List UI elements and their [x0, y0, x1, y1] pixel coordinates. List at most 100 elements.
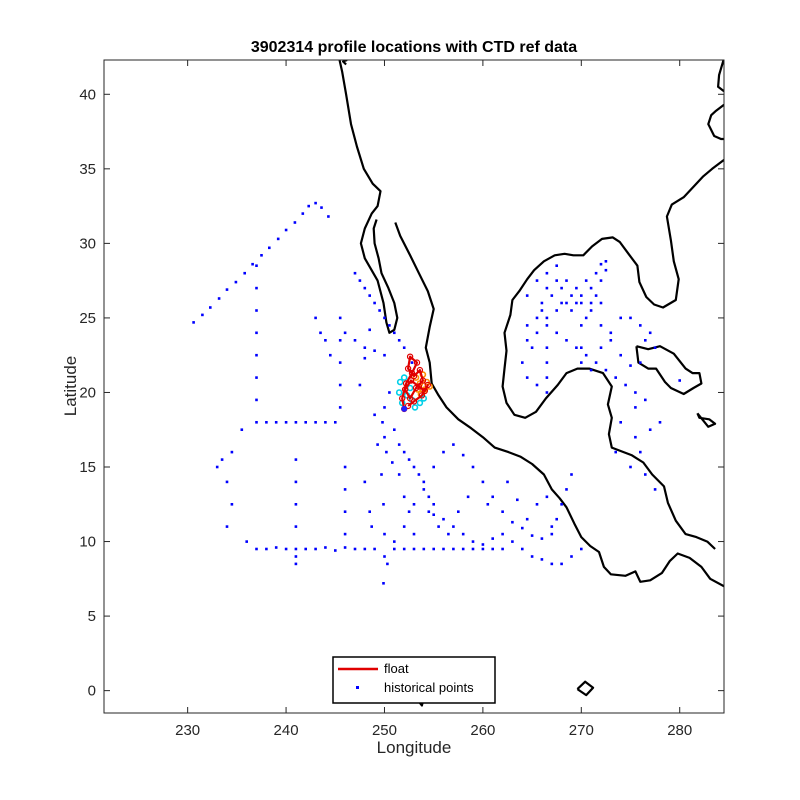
historical-point [550, 525, 554, 528]
historical-point [314, 316, 317, 320]
historical-point [363, 356, 367, 360]
historical-point [491, 547, 494, 551]
x-axis-label: Longitude [377, 738, 452, 757]
historical-point [594, 294, 598, 297]
historical-point [545, 286, 549, 290]
historical-point [368, 328, 371, 332]
historical-point [432, 513, 435, 516]
historical-point [575, 286, 578, 290]
historical-point [358, 383, 362, 387]
historical-point [427, 495, 431, 499]
historical-point [466, 495, 470, 499]
coastline-1 [394, 222, 724, 588]
historical-point [383, 316, 386, 320]
historical-point [230, 450, 234, 454]
y-tick-label: 30 [79, 235, 96, 252]
historical-point [599, 324, 603, 327]
historical-point [255, 286, 258, 290]
historical-point [644, 473, 647, 476]
historical-point [402, 525, 406, 528]
historical-point [491, 537, 494, 540]
historical-point [304, 547, 307, 551]
x-tick-label: 270 [569, 722, 594, 739]
historical-point [629, 316, 632, 320]
historical-point [255, 398, 258, 402]
historical-point [530, 555, 534, 558]
historical-point [376, 443, 379, 446]
historical-point [521, 526, 524, 530]
historical-point [260, 254, 263, 257]
historical-point [545, 271, 549, 275]
coastline-2 [501, 159, 724, 550]
historical-point [614, 376, 617, 379]
historical-point [644, 398, 647, 402]
historical-point [343, 488, 347, 491]
historical-point [225, 525, 229, 528]
float-profile-marker [407, 377, 415, 384]
historical-point [545, 391, 549, 394]
historical-point [639, 450, 642, 454]
historical-point [540, 558, 544, 561]
historical-point [338, 383, 342, 387]
historical-point [555, 517, 558, 521]
historical-point [565, 488, 568, 491]
legend-historical-swatch [356, 686, 359, 689]
historical-point [378, 309, 381, 312]
ctd-reference-point [416, 399, 424, 407]
historical-point [393, 540, 396, 543]
historical-point [461, 547, 465, 551]
historical-point [380, 473, 383, 476]
historical-point [338, 361, 342, 364]
y-tick-label: 25 [79, 310, 96, 327]
historical-point [506, 480, 509, 484]
historical-point [491, 495, 494, 499]
historical-point [397, 339, 401, 342]
historical-point [584, 279, 588, 282]
historical-point [324, 421, 327, 424]
historical-point [457, 510, 460, 513]
historical-point [481, 480, 485, 484]
historical-point [397, 443, 401, 446]
historical-point [427, 510, 431, 513]
y-tick-label: 0 [88, 683, 96, 700]
historical-point [301, 212, 305, 215]
historical-point [501, 547, 504, 551]
historical-point [481, 543, 485, 546]
historical-point [565, 301, 568, 305]
historical-point [343, 331, 347, 335]
historical-point [540, 309, 544, 312]
historical-point [327, 215, 330, 218]
historical-point [447, 532, 450, 536]
historical-point [580, 346, 583, 349]
historical-point [265, 421, 268, 424]
historical-point [268, 246, 271, 250]
historical-point [442, 547, 445, 551]
historical-point [284, 228, 288, 232]
historical-point [388, 324, 391, 327]
historical-point [629, 364, 632, 367]
historical-point [417, 473, 421, 476]
historical-point [570, 555, 573, 558]
historical-point [555, 279, 558, 282]
historical-point [653, 346, 657, 349]
historical-point [338, 406, 342, 409]
historical-point [530, 346, 534, 349]
historical-point [461, 453, 465, 457]
historical-point [294, 547, 298, 551]
historical-point [251, 262, 254, 266]
historical-point [599, 346, 603, 349]
historical-point [338, 339, 342, 342]
historical-point [382, 503, 385, 506]
float-profile-marker [410, 372, 418, 380]
ctd-reference-point [396, 378, 404, 386]
historical-point [319, 331, 322, 335]
y-tick-label: 20 [79, 384, 96, 401]
historical-point [634, 391, 637, 394]
historical-point [314, 547, 317, 551]
historical-point [363, 480, 367, 484]
historical-point [560, 562, 563, 566]
historical-point [373, 301, 376, 305]
y-tick-label: 35 [79, 161, 96, 178]
historical-point [452, 525, 455, 528]
